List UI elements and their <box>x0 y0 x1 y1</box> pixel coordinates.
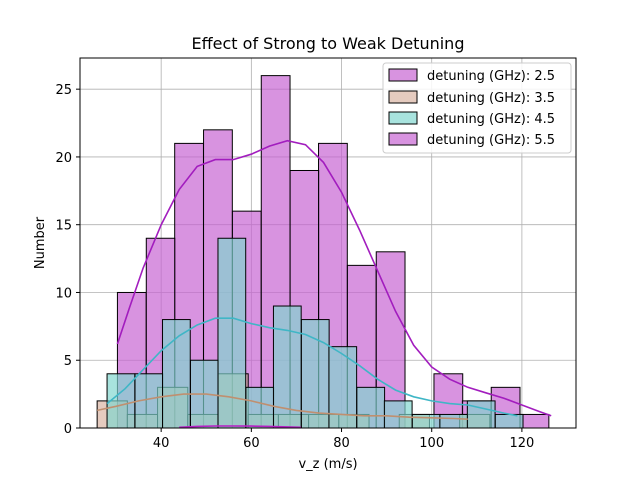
histogram-bar <box>466 400 496 429</box>
histogram-bar <box>411 413 441 429</box>
kde-curves <box>96 139 552 429</box>
x-tick-label: 40 <box>153 436 170 451</box>
legend-entry: detuning (GHz): 5.5 <box>388 132 555 148</box>
histogram-bar <box>162 319 191 429</box>
legend-frame <box>382 62 572 154</box>
kde-line <box>96 393 468 420</box>
kde-line <box>106 317 518 417</box>
legend-entry: detuning (GHz): 4.5 <box>388 111 555 127</box>
chart-title: Effect of Strong to Weak Detuning <box>192 34 465 53</box>
kde-line <box>116 139 552 417</box>
y-tick-label: 5 <box>64 354 72 369</box>
legend-entry: detuning (GHz): 3.5 <box>388 90 555 106</box>
plot-frame <box>79 57 577 429</box>
x-tick-label: 80 <box>333 436 350 451</box>
histogram-bar <box>494 413 524 429</box>
legend-label: detuning (GHz): 4.5 <box>427 112 555 127</box>
histogram-bar <box>439 413 469 429</box>
legend-entry: detuning (GHz): 2.5 <box>388 68 555 84</box>
y-tick-label: 0 <box>64 422 72 437</box>
histogram-bar <box>519 413 550 429</box>
y-axis-label: Number <box>33 216 48 269</box>
legend-swatch <box>388 132 418 146</box>
x-tick-label: 60 <box>243 436 260 451</box>
x-tick-label: 120 <box>509 436 534 451</box>
x-axis-label: v_z (m/s) <box>298 457 357 472</box>
histogram-bar <box>383 400 413 429</box>
bars <box>96 75 550 429</box>
y-tick-label: 10 <box>55 286 72 301</box>
axis-ticks: 40 60 80 100 120 0 5 10 15 20 25 <box>55 83 534 451</box>
legend-swatch <box>388 68 418 82</box>
legend-swatch <box>388 111 418 125</box>
legend: detuning (GHz): 2.5 detuning (GHz): 3.5 … <box>382 62 572 154</box>
histogram-bar <box>356 386 386 429</box>
legend-swatch <box>388 90 418 104</box>
legend-label: detuning (GHz): 2.5 <box>427 69 555 84</box>
legend-label: detuning (GHz): 3.5 <box>427 91 555 106</box>
y-tick-label: 15 <box>55 219 72 234</box>
y-tick-label: 20 <box>55 151 72 166</box>
legend-label: detuning (GHz): 5.5 <box>427 133 555 148</box>
x-tick-label: 100 <box>419 436 444 451</box>
kde-line <box>179 425 301 429</box>
y-tick-label: 25 <box>55 83 72 98</box>
histogram-bar <box>245 386 275 429</box>
